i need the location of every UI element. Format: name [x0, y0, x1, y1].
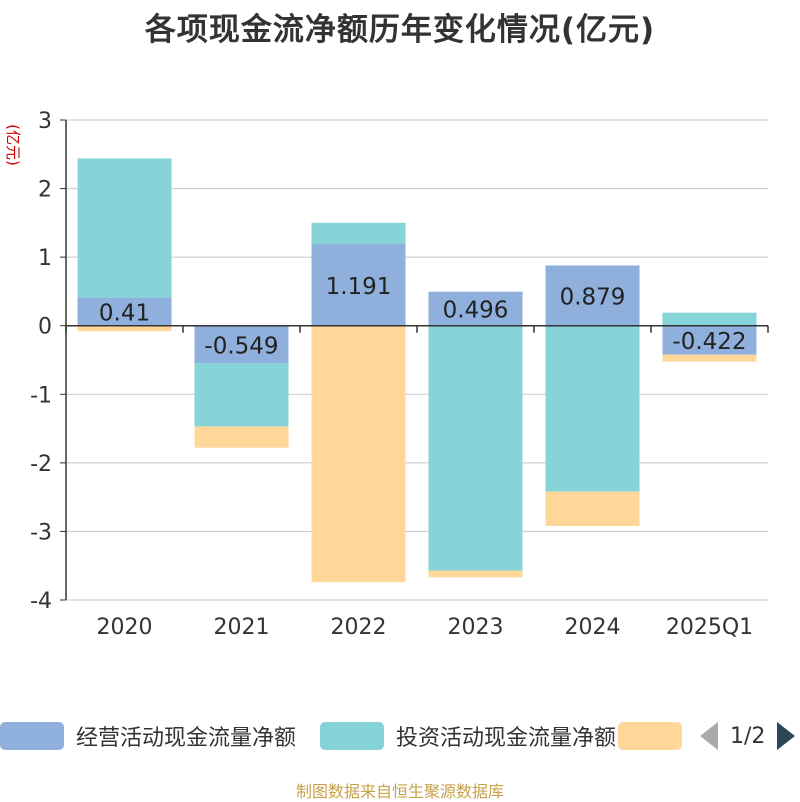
legend-pager: 1/2 — [700, 716, 796, 756]
pager-text: 1/2 — [730, 723, 766, 749]
pager-next-icon[interactable] — [777, 722, 796, 750]
bar-investing-2023 — [428, 325, 523, 571]
y-tick-label: 1 — [38, 246, 52, 271]
bar-investing-2024 — [545, 325, 640, 492]
data-label-2020: 0.41 — [99, 301, 150, 327]
bar-financing-2024 — [545, 491, 640, 526]
chart-title: 各项现金流净额历年变化情况(亿元) — [144, 12, 656, 48]
bar-investing-2025Q1 — [662, 312, 757, 326]
y-tick-label: -2 — [30, 452, 52, 477]
x-tick-label-2023: 2023 — [448, 615, 504, 640]
pager-prev-icon[interactable] — [700, 722, 718, 750]
bar-operating-2022 — [311, 244, 406, 326]
y-axis-label: (亿元) — [4, 124, 22, 166]
legend-item-operating[interactable]: 经营活动现金流量净额 — [0, 716, 296, 756]
legend-item-investing[interactable]: 投资活动现金流量净额 — [320, 716, 616, 756]
y-tick-label: -3 — [30, 520, 52, 545]
data-label-2024: 0.879 — [560, 285, 626, 311]
bar-financing-2025Q1 — [662, 354, 757, 362]
y-tick-label: -1 — [30, 383, 52, 408]
bar-operating-2023 — [428, 291, 523, 326]
x-tick-label-2021: 2021 — [214, 615, 270, 640]
legend-swatch-financing — [618, 722, 682, 750]
y-tick-label: 3 — [38, 109, 52, 134]
legend-label-operating: 经营活动现金流量净额 — [76, 726, 297, 751]
legend-item-financing[interactable] — [618, 716, 694, 756]
x-tick-label-2024: 2024 — [565, 615, 621, 640]
x-tick-label-2025Q1: 2025Q1 — [666, 615, 753, 640]
bar-operating-2021 — [194, 325, 289, 364]
data-label-2025Q1: -0.422 — [672, 329, 746, 355]
x-tick-label-2020: 2020 — [97, 615, 153, 640]
legend: 经营活动现金流量净额 投资活动现金流量净额 1/2 — [0, 716, 800, 756]
legend-label-investing: 投资活动现金流量净额 — [396, 726, 617, 751]
bar-financing-2023 — [428, 570, 523, 578]
source-note: 制图数据来自恒生聚源数据库 — [295, 782, 504, 801]
bar-investing-2020 — [77, 158, 172, 298]
data-label-2022: 1.191 — [326, 274, 392, 300]
data-label-2023: 0.496 — [443, 298, 509, 324]
legend-swatch-operating — [0, 722, 64, 750]
bar-investing-2022 — [311, 222, 406, 245]
bar-financing-2020 — [77, 325, 172, 332]
y-tick-label: -4 — [30, 589, 52, 614]
legend-swatch-investing — [320, 722, 384, 750]
y-tick-label: 2 — [38, 178, 52, 203]
bar-operating-2020 — [77, 297, 172, 326]
data-label-2021: -0.549 — [204, 334, 278, 360]
bar-operating-2025Q1 — [662, 325, 757, 355]
x-tick-label-2022: 2022 — [331, 615, 387, 640]
y-tick-label: 0 — [38, 315, 52, 340]
bar-financing-2022 — [311, 325, 406, 583]
bar-financing-2021 — [194, 426, 289, 448]
bar-investing-2021 — [194, 363, 289, 427]
chart-plot: 3 2 1 0 -1 -2 -3 -4 (亿元) 0.41 -0.549 1.191 0.496 0.87… — [4, 109, 769, 640]
bar-operating-2024 — [545, 265, 640, 326]
